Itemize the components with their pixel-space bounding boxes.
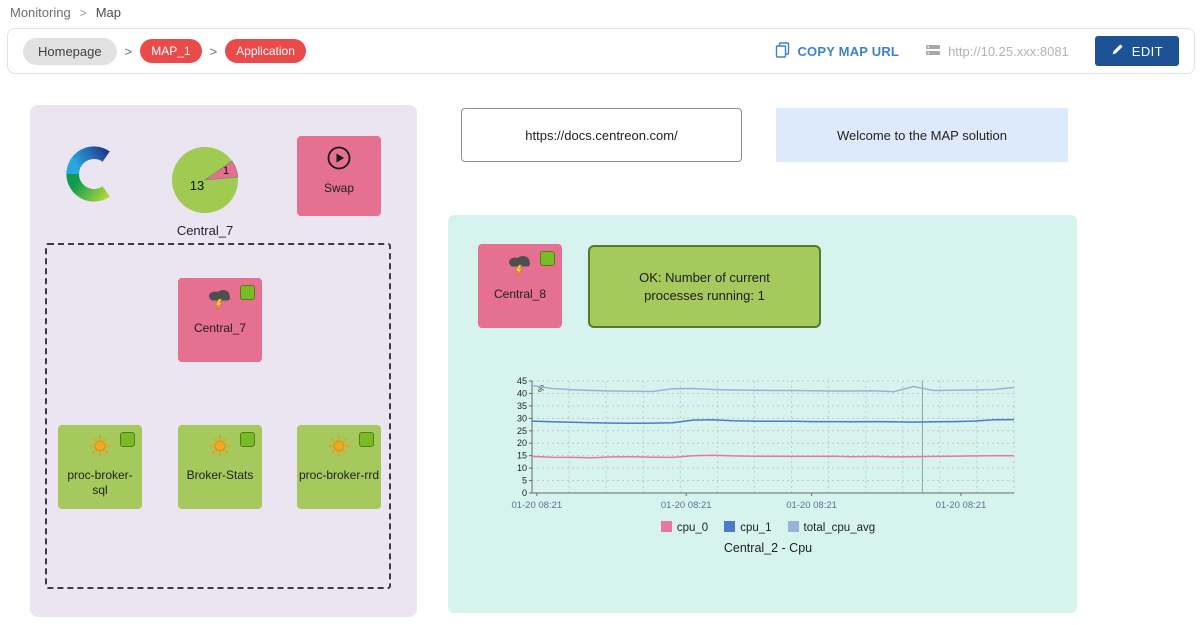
node-central7[interactable]: Central_7 bbox=[178, 278, 262, 362]
node-central8[interactable]: Central_8 bbox=[478, 244, 562, 328]
status-ok-square bbox=[540, 251, 555, 266]
edit-button-label: EDIT bbox=[1131, 43, 1163, 59]
map-group-right: Central_8 OK: Number of current processe… bbox=[448, 215, 1077, 613]
node-broker-stats[interactable]: Broker-Stats bbox=[178, 425, 262, 509]
chevron-right-icon: > bbox=[79, 5, 87, 20]
node-proc-broker-sql[interactable]: proc-broker-sql bbox=[58, 425, 142, 509]
svg-text:5: 5 bbox=[522, 476, 527, 486]
chart-title: Central_2 - Cpu bbox=[723, 541, 813, 555]
docs-link-box[interactable]: https://docs.centreon.com/ bbox=[461, 108, 742, 162]
svg-text:%: % bbox=[536, 385, 545, 392]
server-url: http://10.25.xxx:8081 bbox=[925, 43, 1069, 60]
storm-icon bbox=[506, 253, 534, 282]
play-icon bbox=[326, 145, 352, 176]
breadcrumb-page[interactable]: Map bbox=[95, 5, 122, 20]
toolbar-right-group: COPY MAP URL http://10.25.xxx:8081 bbox=[775, 36, 1179, 66]
cpu-chart-plot: 0 5 10 15 20 25 30 35 40 45 01-20 08:21 01-20 08:21… bbox=[511, 376, 1015, 511]
gauge-label: Central_7 bbox=[176, 223, 234, 238]
docs-link-text: https://docs.centreon.com/ bbox=[525, 127, 678, 143]
status-ok-square bbox=[240, 285, 255, 300]
legend-item: total_cpu_avg bbox=[787, 521, 875, 534]
svg-text:25: 25 bbox=[517, 426, 527, 436]
gauge-main-value: 13 bbox=[190, 178, 204, 193]
chevron-right-icon: > bbox=[209, 43, 218, 59]
server-url-text: http://10.25.xxx:8081 bbox=[948, 43, 1069, 59]
centreon-logo bbox=[63, 143, 125, 210]
status-ok-square bbox=[120, 432, 135, 447]
svg-text:01-20 08:21: 01-20 08:21 bbox=[936, 500, 987, 511]
chevron-right-icon: > bbox=[124, 43, 133, 59]
svg-text:40: 40 bbox=[517, 388, 527, 398]
gauge-widget-central7[interactable]: 13 1 Central_7 bbox=[171, 146, 239, 238]
cpu-chart-widget[interactable]: 0 5 10 15 20 25 30 35 40 45 01-20 08:21 01-20 08:21… bbox=[498, 375, 1038, 555]
sun-icon bbox=[327, 434, 351, 463]
welcome-box: Welcome to the MAP solution bbox=[776, 108, 1068, 162]
status-output-text: OK: Number of current processes running:… bbox=[639, 269, 770, 303]
node-label: Central_8 bbox=[493, 287, 547, 301]
svg-text:01-20 08:21: 01-20 08:21 bbox=[786, 500, 837, 511]
breadcrumb: Monitoring > Map bbox=[10, 5, 121, 20]
svg-text:20: 20 bbox=[517, 438, 527, 448]
node-swap[interactable]: Swap bbox=[297, 136, 381, 216]
node-label: proc-broker-sql bbox=[67, 468, 133, 497]
svg-text:15: 15 bbox=[517, 451, 527, 461]
status-ok-square bbox=[359, 432, 374, 447]
storm-icon bbox=[206, 287, 234, 316]
svg-text:35: 35 bbox=[517, 401, 527, 411]
node-label: Broker-Stats bbox=[186, 468, 254, 482]
breadcrumb-chip-map1[interactable]: MAP_1 bbox=[140, 39, 202, 63]
status-ok-square bbox=[240, 432, 255, 447]
svg-text:45: 45 bbox=[517, 376, 527, 386]
breadcrumb-chip-application[interactable]: Application bbox=[225, 39, 306, 63]
legend-item: cpu_0 bbox=[660, 521, 708, 534]
server-icon bbox=[925, 43, 941, 60]
breadcrumb-section[interactable]: Monitoring bbox=[10, 5, 71, 20]
copy-icon bbox=[775, 41, 790, 61]
svg-text:01-20 08:21: 01-20 08:21 bbox=[511, 500, 562, 511]
map-dashed-container bbox=[45, 243, 391, 589]
legend-swatch bbox=[787, 521, 799, 532]
copy-map-url-button[interactable]: COPY MAP URL bbox=[775, 41, 900, 61]
legend-item: cpu_1 bbox=[724, 521, 772, 534]
map-group-left: 13 1 Central_7 Swap bbox=[30, 105, 417, 617]
sun-icon bbox=[88, 434, 112, 463]
node-proc-broker-rrd[interactable]: proc-broker-rrd bbox=[297, 425, 381, 509]
legend-swatch bbox=[724, 521, 736, 532]
breadcrumb-chip-homepage[interactable]: Homepage bbox=[23, 37, 117, 65]
legend-swatch bbox=[660, 521, 672, 532]
map-toolbar: Homepage > MAP_1 > Application COPY MAP … bbox=[7, 28, 1195, 74]
node-label: proc-broker-rrd bbox=[299, 468, 380, 482]
svg-text:01-20 08:21: 01-20 08:21 bbox=[661, 500, 712, 511]
gauge-slice-value: 1 bbox=[223, 165, 229, 177]
node-label: Swap bbox=[323, 181, 355, 195]
svg-text:30: 30 bbox=[517, 413, 527, 423]
welcome-text: Welcome to the MAP solution bbox=[836, 127, 1008, 143]
copy-map-url-label: COPY MAP URL bbox=[797, 43, 900, 59]
node-label: Central_7 bbox=[193, 321, 247, 335]
sun-icon bbox=[208, 434, 232, 463]
pencil-icon bbox=[1111, 43, 1124, 59]
svg-text:10: 10 bbox=[517, 463, 527, 473]
chart-legend: cpu_0 cpu_1 total_cpu_avg bbox=[498, 521, 1038, 534]
svg-text:0: 0 bbox=[522, 488, 527, 498]
status-output-box: OK: Number of current processes running:… bbox=[588, 245, 821, 328]
edit-button[interactable]: EDIT bbox=[1094, 36, 1179, 66]
